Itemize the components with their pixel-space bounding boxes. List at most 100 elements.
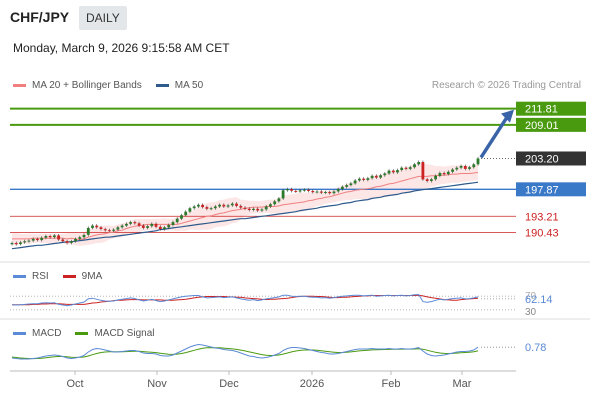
candle-body — [256, 208, 260, 211]
candle-body — [175, 218, 179, 223]
candle-body — [141, 225, 145, 228]
candle-body — [209, 208, 213, 210]
candle-body — [281, 190, 285, 199]
candle-body — [442, 173, 446, 175]
candle-body — [125, 223, 128, 226]
legend-ma50: MA 50 — [155, 80, 204, 91]
candle-body — [65, 241, 69, 243]
candle-body — [336, 189, 340, 192]
candle-body — [476, 158, 480, 165]
candle-body — [44, 236, 48, 238]
candle-body — [78, 237, 82, 239]
candle-body — [31, 238, 35, 241]
candle-body — [108, 230, 111, 232]
candle-body — [99, 227, 103, 229]
legend-macd: MACD — [13, 328, 61, 339]
candle-body — [10, 243, 14, 245]
legend-ma50-label: MA 50 — [174, 80, 204, 91]
candle-body — [358, 178, 361, 181]
candle-body — [154, 223, 158, 227]
candle-body — [451, 169, 454, 172]
candle-body — [167, 225, 171, 228]
candle-body — [120, 225, 124, 228]
candle-body — [302, 189, 306, 191]
rsi-swatch — [13, 275, 26, 278]
candle-body — [40, 237, 44, 241]
candle-body — [379, 175, 382, 178]
macd-legend: MACD MACD Signal — [13, 328, 168, 339]
candle-body — [180, 215, 183, 219]
price-tag-bg-203.20 — [516, 151, 586, 166]
x-tick-label-Mar: Mar — [453, 378, 472, 390]
macd-swatch — [13, 332, 26, 335]
timeframe-badge[interactable]: DAILY — [79, 6, 127, 30]
projection-arrow-shaft — [479, 114, 510, 159]
price-tag-190.43: 190.43 — [525, 227, 559, 239]
candle-body — [273, 201, 277, 205]
rsi-legend: RSI 9MA — [13, 271, 116, 282]
x-tick-label-Nov: Nov — [147, 378, 167, 390]
main-legend: MA 20 + Bollinger Bands MA 50 — [13, 80, 217, 91]
rsi-value-label: 62.14 — [525, 294, 553, 306]
candle-body — [133, 222, 137, 224]
legend-rsi-label: RSI — [32, 271, 49, 282]
candle-body — [353, 180, 357, 184]
x-axis: Oct Nov Dec 2026 Feb Mar — [10, 370, 516, 390]
macd-value-label: 0.78 — [525, 342, 546, 354]
candle-body — [298, 190, 302, 192]
rsi-line — [11, 293, 479, 307]
legend-ma20: MA 20 + Bollinger Bands — [13, 80, 142, 91]
candle-body — [226, 205, 230, 207]
price-tag-197.87: 197.87 — [525, 184, 559, 196]
candle-body — [400, 167, 404, 170]
price-tag-193.21: 193.21 — [525, 211, 559, 223]
candle-body — [239, 205, 243, 208]
bollinger-band — [12, 163, 478, 246]
rsi-ma-swatch — [62, 275, 76, 278]
candle-body — [171, 222, 175, 225]
candle-body — [69, 241, 73, 243]
candle-body — [112, 229, 116, 231]
candle-body — [374, 175, 378, 178]
candle-body — [294, 190, 298, 192]
candle-body — [61, 239, 65, 242]
candle-body — [396, 170, 399, 173]
candle-body — [286, 189, 289, 191]
candle-body — [150, 223, 154, 227]
candle-body — [19, 242, 22, 245]
price-tag-bg-209.01 — [516, 117, 586, 132]
credit-text: Research © 2026 Trading Central — [431, 80, 581, 91]
candle-body — [129, 222, 132, 224]
candle-body — [349, 183, 353, 186]
candle-body — [425, 179, 429, 181]
projection-layer — [479, 109, 514, 159]
candle-body — [307, 189, 310, 191]
candle-body — [235, 203, 238, 206]
candle-body — [192, 206, 196, 209]
candle-body — [341, 186, 344, 190]
candle-body — [146, 226, 149, 228]
candle-body — [438, 173, 442, 176]
candle-body — [23, 241, 27, 243]
legend-macd-signal: MACD Signal — [75, 328, 154, 339]
macd-panel: 0.78 — [11, 342, 546, 360]
candle-body — [218, 204, 221, 207]
candle-body — [459, 166, 463, 168]
timestamp: Monday, March 9, 2026 9:15:58 AM CET — [13, 41, 230, 55]
candle-body — [82, 234, 86, 238]
candle-body — [387, 170, 391, 174]
candle-body — [362, 178, 365, 180]
price-tag-211.81: 211.81 — [525, 104, 558, 116]
candle-body — [328, 192, 332, 194]
candle-body — [260, 209, 264, 211]
candle-body — [197, 204, 200, 207]
candle-body — [205, 207, 209, 209]
candle-body — [188, 208, 192, 212]
candle-body — [417, 162, 421, 165]
candle-body — [137, 223, 141, 226]
candle-body — [116, 227, 120, 230]
candle-body — [184, 211, 188, 216]
rsi-upper-label: 70 — [525, 291, 537, 302]
candle-body — [158, 226, 162, 230]
